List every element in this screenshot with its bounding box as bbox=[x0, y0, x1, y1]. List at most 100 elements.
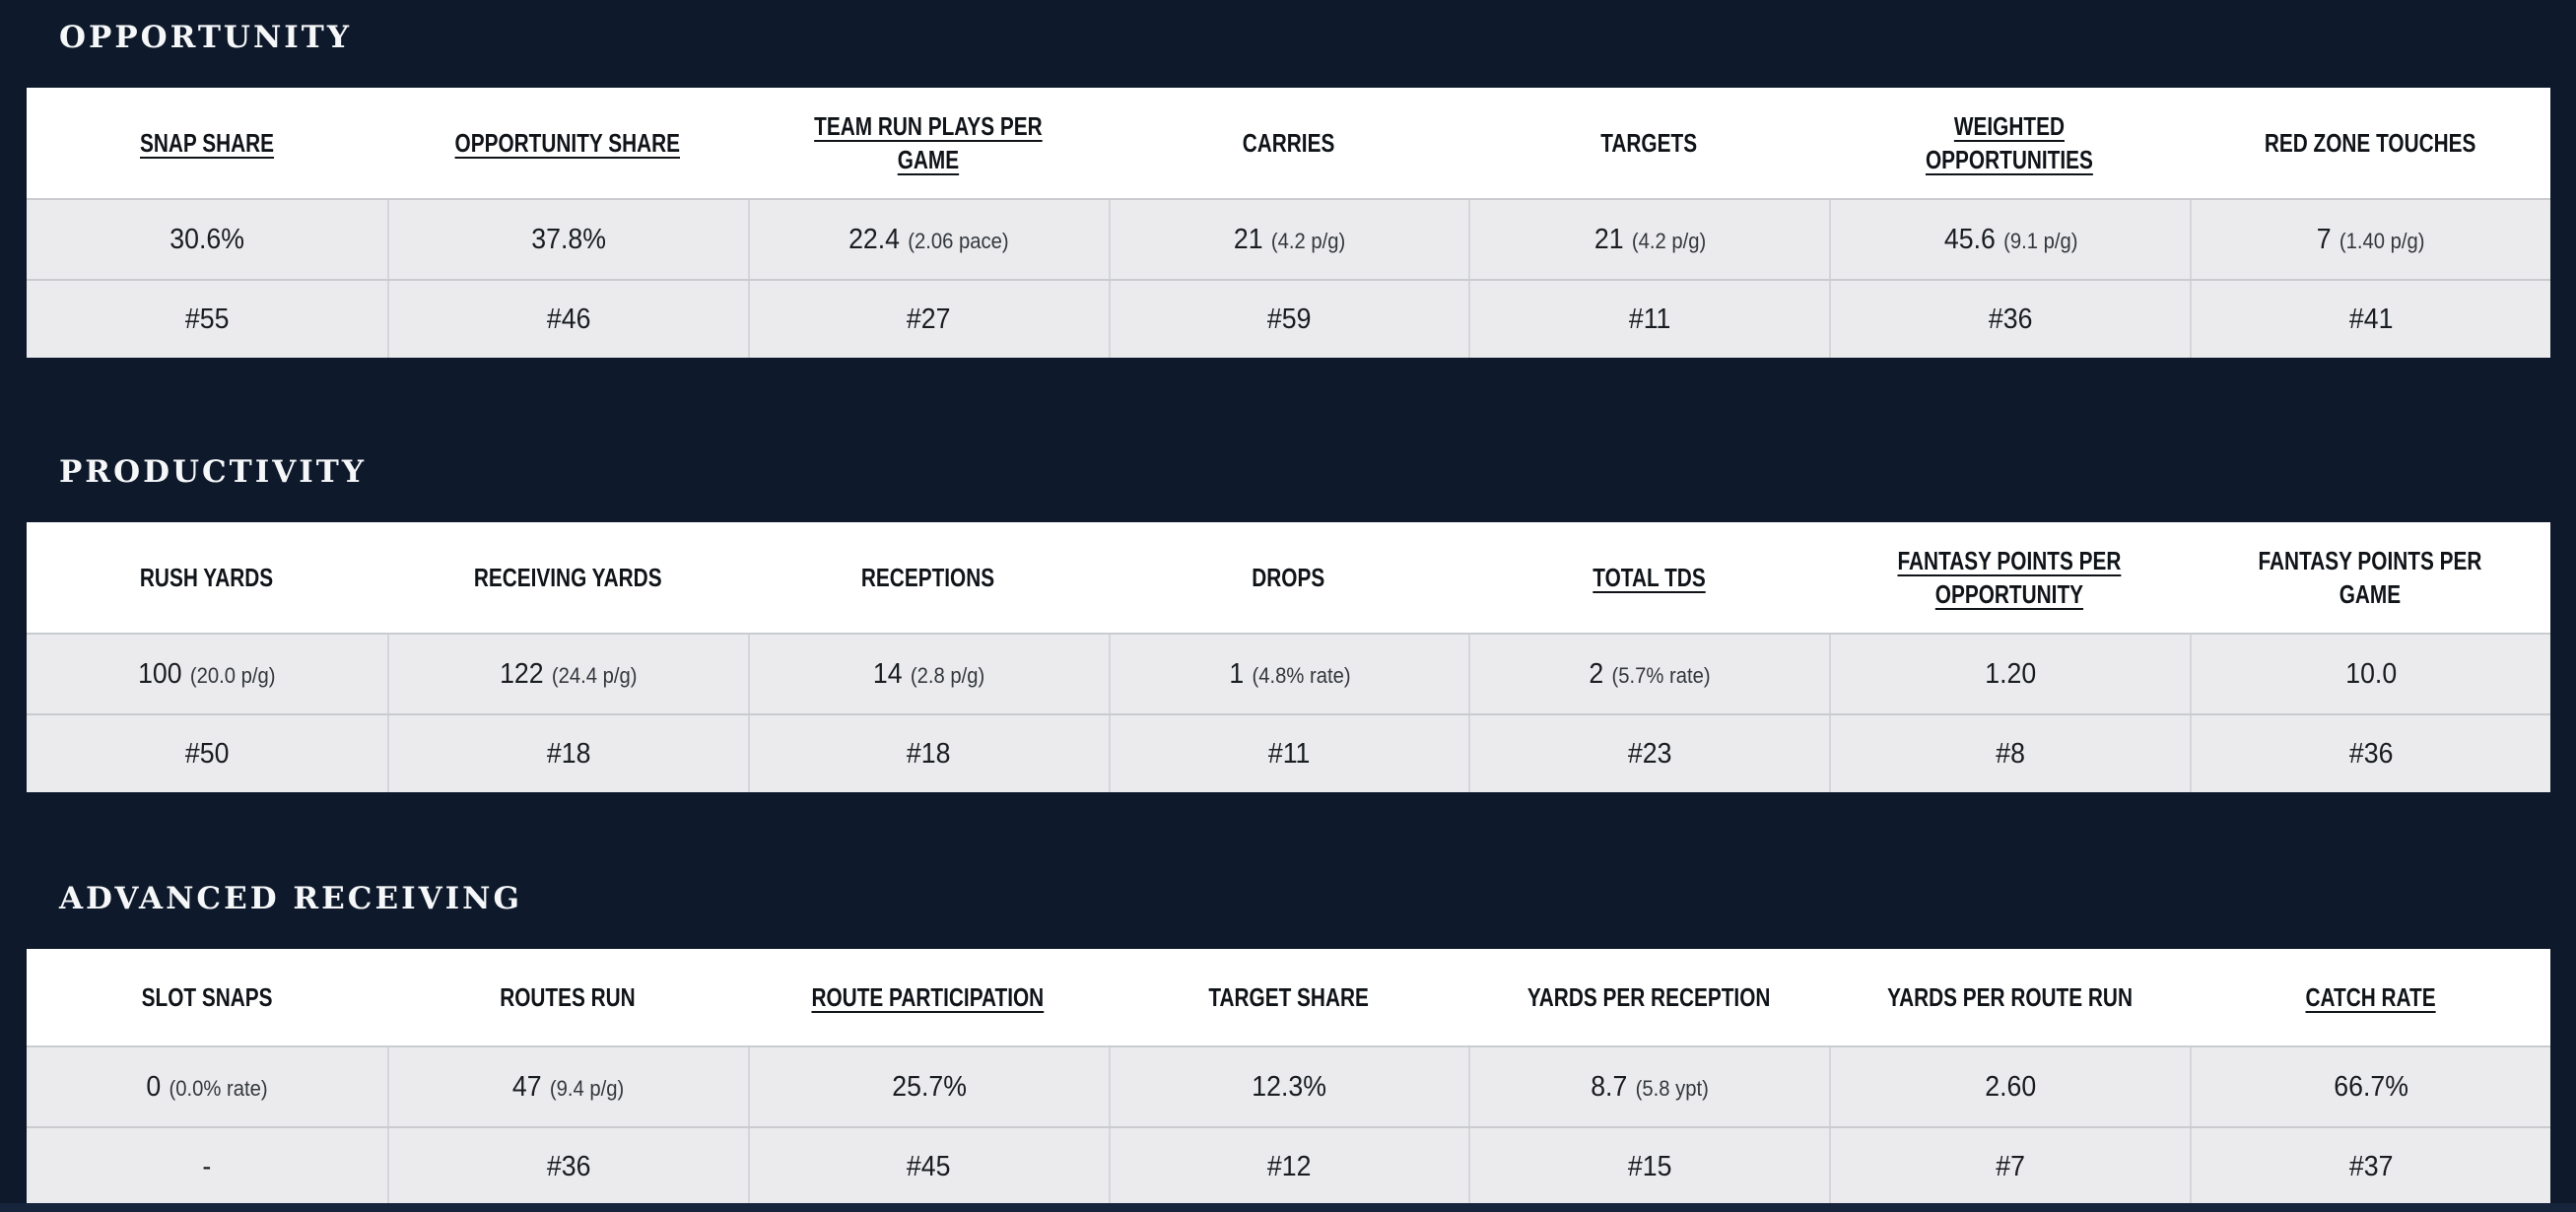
stat-section-productivity: PRODUCTIVITY RUSH YARDS RECEIVING YARDS REC… bbox=[0, 456, 2576, 792]
stat-rank: #50 bbox=[184, 737, 230, 770]
stat-value: 66.7% bbox=[2334, 1070, 2408, 1103]
stat-rank-cell: #36 bbox=[1829, 281, 2190, 358]
stat-value-note: (4.2 p/g) bbox=[1270, 228, 1346, 253]
stat-value-pair: 1 (4.8% rate) bbox=[1229, 658, 1350, 691]
stat-value-pair: 1.20 bbox=[1985, 658, 2036, 691]
column-header-cell: YARDS PER ROUTE RUN bbox=[1829, 949, 2190, 1045]
column-header-cell: ROUTES RUN bbox=[387, 949, 748, 1045]
column-header-cell: DROPS bbox=[1109, 522, 1469, 633]
stat-rank: #18 bbox=[907, 737, 951, 770]
stat-value-pair: 12.3% bbox=[1253, 1071, 1327, 1104]
column-header-cell[interactable]: OPPORTUNITY SHARE bbox=[387, 88, 748, 198]
stat-value: 0 bbox=[146, 1070, 162, 1103]
stat-value-pair: 45.6 (9.1 p/g) bbox=[1943, 224, 2077, 256]
stat-value-cell: 122 (24.4 p/g) bbox=[386, 635, 748, 713]
column-header-cell: TARGETS bbox=[1468, 88, 1829, 198]
stat-rank: - bbox=[202, 1150, 212, 1182]
column-header-label: OPPORTUNITY SHARE bbox=[454, 128, 680, 158]
stat-value-pair: 21 (4.2 p/g) bbox=[1234, 224, 1345, 256]
column-header-cell: TARGET SHARE bbox=[1109, 949, 1469, 1045]
table-header-row: SNAP SHARE OPPORTUNITY SHARE TEAM RUN PLAY… bbox=[27, 88, 2550, 198]
section-title: OPPORTUNITY bbox=[59, 20, 352, 55]
stat-value-cell: 14 (2.8 p/g) bbox=[747, 635, 1109, 713]
stat-value-pair: 2.60 bbox=[1985, 1071, 2036, 1104]
column-header-cell[interactable]: ROUTE PARTICIPATION bbox=[748, 949, 1109, 1045]
stat-rank-cell: #41 bbox=[2190, 281, 2550, 358]
stat-value: 30.6% bbox=[169, 223, 244, 255]
stat-rank: #23 bbox=[1628, 737, 1672, 770]
column-header-label: FANTASY POINTS PER OPPORTUNITY bbox=[1897, 546, 2122, 609]
stat-value-note: (4.2 p/g) bbox=[1631, 228, 1707, 253]
stat-value-cell: 10.0 bbox=[2190, 635, 2550, 713]
column-header-cell[interactable]: TOTAL TDS bbox=[1468, 522, 1829, 633]
stat-rank-cell: #23 bbox=[1468, 715, 1829, 792]
stat-value: 22.4 bbox=[848, 223, 901, 255]
stat-rank-cell: #46 bbox=[386, 281, 748, 358]
column-header-label: TEAM RUN PLAYS PER GAME bbox=[813, 111, 1043, 174]
stat-value-pair: 22.4 (2.06 pace) bbox=[848, 224, 1009, 256]
stat-rank: #37 bbox=[2348, 1150, 2394, 1182]
column-header-label: RED ZONE TOUCHES bbox=[2264, 128, 2476, 158]
table-header-row: RUSH YARDS RECEIVING YARDS RECEPTIONS DROPS… bbox=[27, 522, 2550, 633]
column-header-cell[interactable]: CATCH RATE bbox=[2190, 949, 2550, 1045]
column-header-label: TOTAL TDS bbox=[1593, 563, 1706, 592]
stat-rank-cell: #18 bbox=[386, 715, 748, 792]
stat-value-cell: 2.60 bbox=[1829, 1047, 2190, 1126]
stat-value-note: (24.4 p/g) bbox=[551, 662, 638, 688]
stat-rank: #8 bbox=[1996, 737, 2026, 770]
stat-rank: #59 bbox=[1267, 303, 1312, 335]
stat-rank-cell: #12 bbox=[1108, 1128, 1469, 1205]
column-header-cell: FANTASY POINTS PER GAME bbox=[2190, 522, 2550, 633]
stat-value-cell: 45.6 (9.1 p/g) bbox=[1829, 200, 2190, 279]
column-header-label: FANTASY POINTS PER GAME bbox=[2258, 546, 2482, 609]
stat-rank-cell: #15 bbox=[1468, 1128, 1829, 1205]
stat-rank: #46 bbox=[546, 303, 591, 335]
column-header-cell: CARRIES bbox=[1109, 88, 1469, 198]
table-rank-row: #55 #46 #27 #59 #11 #36 #41 bbox=[27, 279, 2550, 358]
stat-value-pair: 47 (9.4 p/g) bbox=[512, 1071, 624, 1104]
stat-value-cell: 2 (5.7% rate) bbox=[1468, 635, 1829, 713]
column-header-cell[interactable]: WEIGHTED OPPORTUNITIES bbox=[1829, 88, 2190, 198]
stat-table: SLOT SNAPS ROUTES RUN ROUTE PARTICIPATION T… bbox=[27, 949, 2550, 1205]
stat-value-cell: 66.7% bbox=[2190, 1047, 2550, 1126]
table-value-row: 30.6% 37.8% 22.4 (2.06 pace) 21 (4.2 p/g) 21 (4… bbox=[27, 198, 2550, 279]
stat-value-cell: 37.8% bbox=[386, 200, 748, 279]
column-header-cell[interactable]: TEAM RUN PLAYS PER GAME bbox=[748, 88, 1109, 198]
stat-rank-cell: #27 bbox=[747, 281, 1109, 358]
stat-rank: #45 bbox=[907, 1150, 951, 1182]
stat-value: 37.8% bbox=[530, 223, 606, 255]
stat-rank-cell: #8 bbox=[1829, 715, 2190, 792]
stat-rank: #18 bbox=[546, 737, 591, 770]
column-header-label: YARDS PER RECEPTION bbox=[1527, 982, 1771, 1012]
column-header-cell: RUSH YARDS bbox=[27, 522, 387, 633]
column-header-label: WEIGHTED OPPORTUNITIES bbox=[1926, 111, 2094, 174]
column-header-cell[interactable]: FANTASY POINTS PER OPPORTUNITY bbox=[1829, 522, 2190, 633]
stat-value-pair: 30.6% bbox=[169, 224, 244, 256]
stat-value-note: (2.06 pace) bbox=[908, 228, 1009, 253]
stat-rank-cell: #59 bbox=[1108, 281, 1469, 358]
column-header-cell: YARDS PER RECEPTION bbox=[1468, 949, 1829, 1045]
section-title: PRODUCTIVITY bbox=[59, 454, 367, 490]
stat-value-pair: 37.8% bbox=[531, 224, 606, 256]
column-header-label: YARDS PER ROUTE RUN bbox=[1886, 982, 2133, 1012]
stat-rank: #11 bbox=[1629, 303, 1671, 335]
stat-rank: #36 bbox=[1988, 303, 2033, 335]
column-header-cell[interactable]: SNAP SHARE bbox=[27, 88, 387, 198]
stat-value-cell: 25.7% bbox=[747, 1047, 1109, 1126]
stat-rank-cell: #50 bbox=[27, 715, 387, 792]
stat-value: 122 bbox=[500, 657, 544, 690]
stat-value: 25.7% bbox=[891, 1070, 967, 1103]
stat-rank-cell: #18 bbox=[747, 715, 1109, 792]
section-title: ADVANCED RECEIVING bbox=[59, 881, 522, 916]
stat-value-note: (9.4 p/g) bbox=[550, 1075, 625, 1101]
stat-value-cell: 8.7 (5.8 ypt) bbox=[1468, 1047, 1829, 1126]
stat-value: 7 bbox=[2317, 223, 2333, 255]
stat-rank: #11 bbox=[1268, 737, 1311, 770]
stat-rank: #41 bbox=[2348, 303, 2394, 335]
stat-rank: #55 bbox=[184, 303, 230, 335]
stat-rank-cell: #7 bbox=[1829, 1128, 2190, 1205]
stat-value: 12.3% bbox=[1252, 1070, 1327, 1103]
stat-value-cell: 1 (4.8% rate) bbox=[1108, 635, 1469, 713]
stat-value-pair: 7 (1.40 p/g) bbox=[2317, 224, 2425, 256]
column-header-label: SNAP SHARE bbox=[139, 128, 274, 158]
